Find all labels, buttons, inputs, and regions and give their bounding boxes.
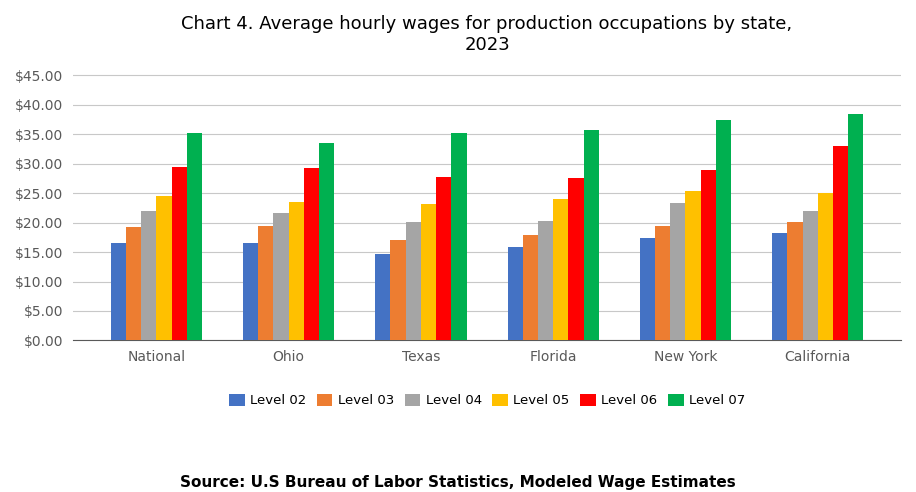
- Bar: [802, 212, 818, 340]
- Bar: [538, 221, 553, 340]
- Text: Source: U.S Bureau of Labor Statistics, Modeled Wage Estimates: Source: U.S Bureau of Labor Statistics, …: [180, 475, 736, 490]
- Bar: [833, 146, 848, 340]
- Bar: [304, 168, 319, 340]
- Bar: [376, 254, 390, 340]
- Bar: [523, 235, 538, 340]
- Bar: [390, 240, 406, 340]
- Bar: [406, 222, 421, 340]
- Bar: [436, 177, 452, 340]
- Bar: [818, 193, 833, 340]
- Bar: [125, 227, 141, 340]
- Bar: [583, 130, 599, 340]
- Bar: [141, 212, 157, 340]
- Bar: [243, 243, 258, 340]
- Bar: [639, 238, 655, 340]
- Title: Chart 4. Average hourly wages for production occupations by state,
2023: Chart 4. Average hourly wages for produc…: [181, 15, 792, 54]
- Bar: [289, 202, 304, 340]
- Bar: [553, 198, 569, 340]
- Bar: [716, 120, 731, 340]
- Bar: [569, 178, 583, 340]
- Bar: [685, 191, 701, 340]
- Bar: [788, 222, 802, 340]
- Bar: [319, 143, 334, 340]
- Bar: [772, 233, 788, 340]
- Bar: [258, 226, 274, 340]
- Bar: [452, 132, 466, 340]
- Bar: [655, 226, 671, 340]
- Bar: [507, 247, 523, 340]
- Bar: [187, 132, 202, 340]
- Bar: [701, 170, 716, 340]
- Legend: Level 02, Level 03, Level 04, Level 05, Level 06, Level 07: Level 02, Level 03, Level 04, Level 05, …: [224, 389, 751, 412]
- Bar: [111, 243, 125, 340]
- Bar: [671, 203, 685, 340]
- Bar: [848, 114, 864, 340]
- Bar: [421, 204, 436, 340]
- Bar: [274, 213, 289, 340]
- Bar: [171, 167, 187, 340]
- Bar: [157, 196, 171, 340]
